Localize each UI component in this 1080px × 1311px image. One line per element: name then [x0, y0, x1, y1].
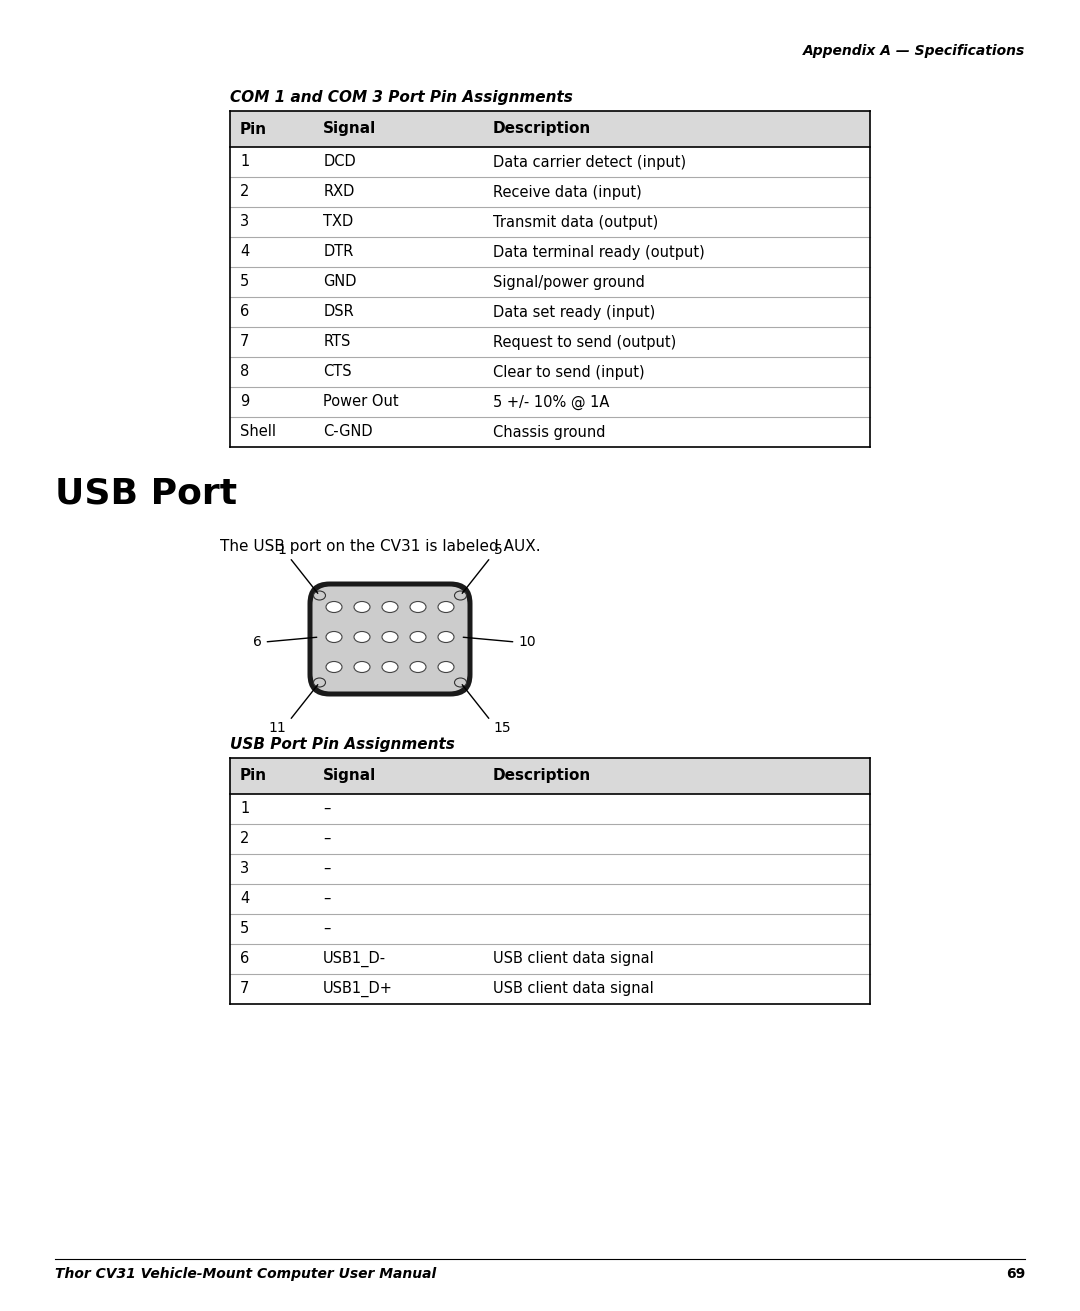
Text: DCD: DCD: [323, 155, 356, 169]
Text: 2: 2: [240, 185, 249, 199]
Ellipse shape: [455, 591, 467, 600]
Text: 10: 10: [518, 635, 536, 649]
Text: Signal/power ground: Signal/power ground: [492, 274, 645, 290]
Text: 4: 4: [240, 891, 249, 906]
Ellipse shape: [326, 602, 342, 612]
Ellipse shape: [382, 632, 399, 642]
Text: The USB port on the CV31 is labeled AUX.: The USB port on the CV31 is labeled AUX.: [220, 539, 541, 555]
Text: RXD: RXD: [323, 185, 354, 199]
Text: 11: 11: [269, 721, 286, 734]
Text: Clear to send (input): Clear to send (input): [492, 364, 645, 379]
Text: 5: 5: [494, 544, 502, 557]
Text: Data set ready (input): Data set ready (input): [492, 304, 656, 320]
Text: 69: 69: [1005, 1266, 1025, 1281]
Text: Shell: Shell: [240, 425, 276, 439]
Text: USB1_D+: USB1_D+: [323, 981, 393, 996]
Text: Request to send (output): Request to send (output): [492, 334, 676, 350]
Text: 5 +/- 10% @ 1A: 5 +/- 10% @ 1A: [492, 395, 609, 409]
Text: –: –: [323, 801, 330, 815]
Text: 6: 6: [253, 635, 261, 649]
Text: 15: 15: [494, 721, 511, 734]
Bar: [230, 111, 870, 147]
Text: 2: 2: [240, 831, 249, 846]
Text: Thor CV31 Vehicle-Mount Computer User Manual: Thor CV31 Vehicle-Mount Computer User Ma…: [55, 1266, 436, 1281]
Text: USB client data signal: USB client data signal: [492, 981, 653, 996]
Ellipse shape: [438, 662, 454, 673]
Ellipse shape: [354, 662, 370, 673]
Ellipse shape: [313, 591, 325, 600]
Text: 3: 3: [240, 861, 249, 876]
Ellipse shape: [313, 678, 325, 687]
Text: DTR: DTR: [323, 244, 353, 260]
Text: 9: 9: [240, 395, 249, 409]
Text: 1: 1: [240, 801, 249, 815]
Text: Appendix A — Specifications: Appendix A — Specifications: [802, 45, 1025, 58]
Text: –: –: [323, 891, 330, 906]
Text: –: –: [323, 861, 330, 876]
Text: USB client data signal: USB client data signal: [492, 950, 653, 966]
Text: TXD: TXD: [323, 215, 353, 229]
Text: 8: 8: [240, 364, 249, 379]
Text: Data terminal ready (output): Data terminal ready (output): [492, 244, 704, 260]
Text: Signal: Signal: [323, 768, 377, 783]
Text: 7: 7: [240, 334, 249, 350]
Text: USB Port Pin Assignments: USB Port Pin Assignments: [230, 737, 455, 751]
Ellipse shape: [382, 602, 399, 612]
FancyBboxPatch shape: [308, 582, 473, 696]
Ellipse shape: [410, 662, 426, 673]
Text: Description: Description: [492, 768, 591, 783]
Text: USB Port: USB Port: [55, 477, 238, 511]
Text: USB1_D-: USB1_D-: [323, 950, 387, 966]
FancyBboxPatch shape: [312, 586, 468, 691]
Text: Transmit data (output): Transmit data (output): [492, 215, 658, 229]
Ellipse shape: [354, 602, 370, 612]
Text: Data carrier detect (input): Data carrier detect (input): [492, 155, 686, 169]
Ellipse shape: [382, 662, 399, 673]
Ellipse shape: [438, 602, 454, 612]
Text: Description: Description: [492, 122, 591, 136]
Ellipse shape: [438, 632, 454, 642]
Text: 6: 6: [240, 304, 249, 320]
Text: CTS: CTS: [323, 364, 352, 379]
Text: RTS: RTS: [323, 334, 351, 350]
Text: DSR: DSR: [323, 304, 354, 320]
Ellipse shape: [354, 632, 370, 642]
Text: Pin: Pin: [240, 768, 267, 783]
Text: 5: 5: [240, 922, 249, 936]
Text: 4: 4: [240, 244, 249, 260]
Ellipse shape: [326, 632, 342, 642]
Text: 6: 6: [240, 950, 249, 966]
Text: Power Out: Power Out: [323, 395, 399, 409]
Ellipse shape: [410, 632, 426, 642]
Text: GND: GND: [323, 274, 356, 290]
Text: Receive data (input): Receive data (input): [492, 185, 642, 199]
Text: Pin: Pin: [240, 122, 267, 136]
Text: 3: 3: [240, 215, 249, 229]
Ellipse shape: [410, 602, 426, 612]
Text: Chassis ground: Chassis ground: [492, 425, 605, 439]
Text: 7: 7: [240, 981, 249, 996]
Bar: [230, 758, 870, 793]
Text: –: –: [323, 831, 330, 846]
Text: –: –: [323, 922, 330, 936]
Text: COM 1 and COM 3 Port Pin Assignments: COM 1 and COM 3 Port Pin Assignments: [230, 90, 572, 105]
Text: Signal: Signal: [323, 122, 377, 136]
Text: 1: 1: [278, 544, 286, 557]
Ellipse shape: [455, 678, 467, 687]
Text: 1: 1: [240, 155, 249, 169]
Ellipse shape: [326, 662, 342, 673]
Text: C-GND: C-GND: [323, 425, 373, 439]
Text: 5: 5: [240, 274, 249, 290]
